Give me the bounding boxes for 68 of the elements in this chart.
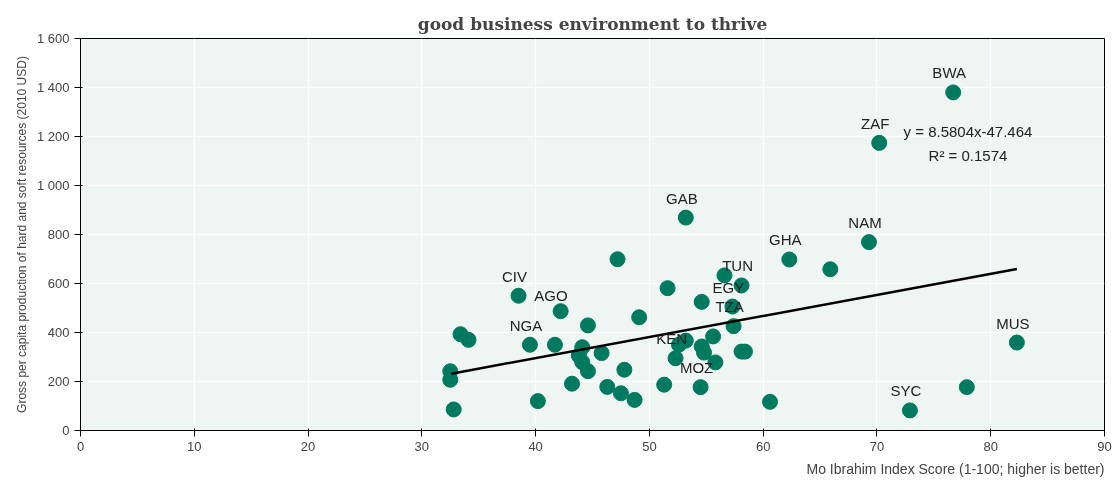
annotation: ZAF xyxy=(861,114,890,132)
y-tick-label: 1 600 xyxy=(36,31,70,46)
point xyxy=(529,393,546,410)
point xyxy=(705,328,722,345)
point xyxy=(659,280,676,297)
point xyxy=(552,303,569,320)
annotation: CIV xyxy=(502,267,528,285)
y-tick-label: 800 xyxy=(47,227,70,242)
x-tick-label: 40 xyxy=(528,438,543,454)
point xyxy=(546,336,563,353)
x-tick-label: 80 xyxy=(983,438,998,454)
annotation: MUS xyxy=(996,314,1030,332)
point xyxy=(631,309,648,326)
point xyxy=(822,261,839,278)
annotation: TUN xyxy=(722,257,753,275)
annotation: y = 8.5804x-47.464 xyxy=(903,123,1033,141)
point xyxy=(599,378,616,395)
annotation: GHA xyxy=(769,231,802,249)
point xyxy=(958,379,975,396)
point xyxy=(460,331,477,348)
x-tick-label: 30 xyxy=(414,438,430,454)
y-tick-label: 200 xyxy=(47,374,70,389)
x-tick-label: 60 xyxy=(755,438,771,454)
x-tick-label: 20 xyxy=(300,438,316,454)
y-tick-label: 600 xyxy=(47,276,70,291)
annotation: AGO xyxy=(534,286,568,304)
x-tick-label: 10 xyxy=(187,438,202,454)
point xyxy=(612,385,629,402)
x-tick-label: 0 xyxy=(76,438,85,454)
point xyxy=(609,251,626,268)
y-axis-title: Gross per capita production of hard and soft resources (2010 USD) xyxy=(14,56,29,413)
point xyxy=(579,363,596,380)
point xyxy=(781,251,798,268)
point xyxy=(656,376,673,393)
point xyxy=(626,391,643,408)
point xyxy=(564,375,581,392)
point xyxy=(677,209,694,226)
annotation: R² = 0.1574 xyxy=(928,146,1008,164)
y-tick-label: 0 xyxy=(62,423,70,438)
annotation: SYC xyxy=(890,382,922,400)
point xyxy=(1008,334,1025,351)
annotation: MOZ xyxy=(679,359,714,377)
annotation: NGA xyxy=(509,316,543,334)
y-tick-label: 1 200 xyxy=(36,129,70,144)
x-tick-label: 70 xyxy=(869,438,885,454)
point xyxy=(693,293,710,310)
point xyxy=(593,345,610,362)
point xyxy=(616,361,633,378)
point xyxy=(761,393,778,410)
point xyxy=(510,287,527,304)
point xyxy=(945,84,962,101)
point xyxy=(860,234,877,251)
annotation: GAB xyxy=(665,189,698,207)
y-tick-label: 1 400 xyxy=(36,80,70,95)
x-axis-title: Mo Ibrahim Index Score (1-100; higher is better) xyxy=(806,460,1105,477)
point xyxy=(901,402,918,419)
x-tick-label: 90 xyxy=(1097,438,1112,454)
chart-title: good business environment to thrive xyxy=(417,13,768,34)
annotation: BWA xyxy=(932,64,966,82)
point xyxy=(579,317,596,334)
point xyxy=(871,134,888,151)
annotation: NAM xyxy=(848,214,882,232)
point xyxy=(445,401,462,418)
point xyxy=(521,336,538,353)
point xyxy=(692,379,709,396)
y-tick-label: 400 xyxy=(47,325,70,340)
x-tick-label: 50 xyxy=(642,438,657,454)
y-tick-label: 1 000 xyxy=(36,178,70,193)
